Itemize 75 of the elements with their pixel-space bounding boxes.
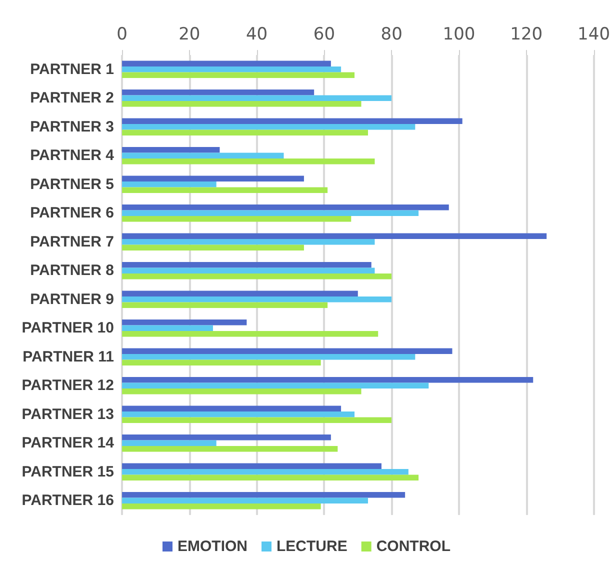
bar [122,124,416,130]
bar [122,360,321,366]
y-tick-label: PARTNER 6 [30,204,114,222]
bar [122,388,362,394]
bar [122,233,547,239]
y-tick-label: PARTNER 11 [22,348,114,366]
bar [122,90,314,96]
y-tick-label: PARTNER 15 [22,463,114,480]
bar [122,101,362,107]
legend-label: LECTURE [276,538,348,555]
y-tick-label: PARTNER 2 [30,90,114,107]
legend-label: EMOTION [178,538,248,555]
x-tick-label: 80 [380,24,402,44]
bar [122,354,416,360]
bar [122,262,372,268]
y-tick-label: PARTNER 4 [30,147,115,164]
bar [122,274,392,280]
bar [122,239,375,245]
y-tick-label: PARTNER 12 [22,377,114,394]
bar [122,268,375,274]
bar [122,320,247,326]
y-tick-label: PARTNER 8 [30,262,114,280]
bar [122,130,368,136]
bar [122,244,304,250]
bar [122,290,358,296]
bar [122,204,449,210]
bar [122,187,328,193]
y-tick-label: PARTNER 10 [22,320,114,337]
y-tick-label: PARTNER 13 [22,406,114,423]
bar [122,412,355,418]
bar [122,331,378,337]
bar [122,152,284,158]
bar [122,118,462,124]
x-tick-label: 100 [442,24,476,44]
x-tick-label: 0 [116,24,128,44]
bar [122,210,419,216]
y-tick-label: PARTNER 1 [30,60,114,78]
bar [122,302,328,308]
bar [122,417,392,423]
bar [122,469,408,475]
bar [122,60,331,66]
bar [122,348,452,354]
bar [122,147,220,153]
bar [122,296,392,302]
bar [122,377,534,383]
bar [122,216,352,222]
y-tick-label: PARTNER 7 [30,233,114,250]
x-tick-label: 120 [510,24,543,44]
bar [122,492,406,498]
bar [122,434,331,440]
x-tick-label: 40 [246,24,268,44]
bar [122,176,304,182]
bar [122,474,419,480]
y-tick-label: PARTNER 9 [30,290,114,308]
y-tick-label: PARTNER 14 [22,434,115,452]
bar [122,95,392,101]
x-tick-label: 60 [313,24,336,44]
bar [122,182,216,188]
y-tick-label: PARTNER 3 [30,118,114,136]
bar [122,382,429,388]
bar [122,446,338,452]
x-tick-label: 20 [178,24,200,44]
y-tick-label: PARTNER 5 [30,176,114,193]
bar [122,325,213,331]
bar [122,158,375,164]
bar [122,406,342,412]
bar [122,66,342,72]
bar [122,72,355,78]
bar [122,504,321,510]
y-tick-label: PARTNER 16 [22,492,114,510]
bar [122,463,382,469]
legend-label: CONTROL [376,538,451,555]
bar [122,498,368,504]
bar [122,440,216,446]
x-tick-label: 140 [578,24,610,44]
